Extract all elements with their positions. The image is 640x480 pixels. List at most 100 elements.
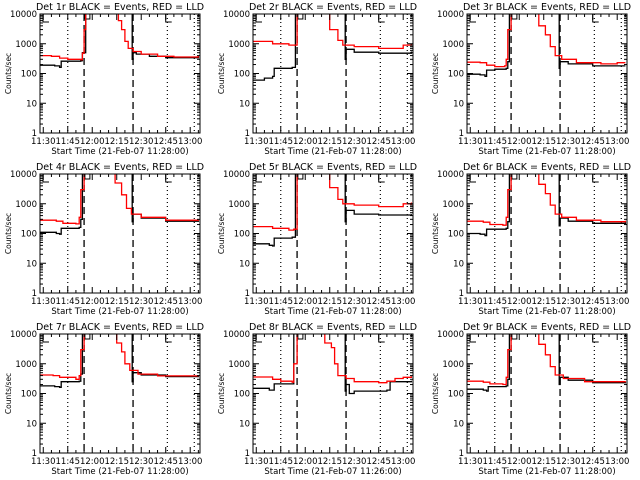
y-tick-label: 10000 (10, 10, 37, 20)
end-bracket-marker (165, 174, 172, 183)
y-tick-label: 10000 (10, 170, 37, 180)
x-tick-label: 12:30 (342, 457, 367, 467)
x-axis-label: Start Time (21-Feb-07 11:28:00) (264, 307, 401, 317)
y-tick-label: 1000 (228, 360, 250, 370)
peak-bracket-marker (511, 334, 518, 340)
x-tick-label: 12:15 (104, 457, 129, 467)
y-tick-label: 10 (26, 99, 37, 109)
x-tick-label: 12:45 (366, 137, 391, 147)
events-series-line (40, 334, 200, 389)
x-tick-label: 13:00 (391, 457, 416, 467)
y-tick-label: 10000 (10, 330, 37, 340)
x-tick-label: 11:30 (458, 137, 483, 147)
y-tick-label: 1 (32, 289, 37, 299)
y-tick-label: 10 (453, 99, 464, 109)
start-bracket-marker (255, 14, 262, 23)
y-tick-label: 10000 (223, 170, 250, 180)
y-axis-label: Counts/sec (431, 373, 440, 414)
x-tick-label: 12:00 (293, 137, 318, 147)
x-tick-label: 12:45 (366, 457, 391, 467)
detector-panel: 1 10 100 1000 10000 11:30 11:45 12:00 12:15 12:30… (4, 2, 204, 157)
x-tick-label: 13:00 (178, 297, 203, 307)
x-tick-label: 13:00 (605, 137, 630, 147)
plot-frame (466, 333, 628, 454)
x-tick-label: 12:45 (153, 137, 178, 147)
detector-panel: 1 10 100 1000 10000 11:30 11:45 12:00 12:15 12:30… (217, 2, 417, 157)
lld-series-line (40, 14, 200, 61)
detector-panel: 1 10 100 1000 10000 11:30 11:45 12:00 12:15 12:30… (431, 322, 631, 477)
plot-frame (466, 13, 628, 134)
x-tick-label: 12:15 (317, 137, 342, 147)
x-axis-label: Start Time (21-Feb-07 11:28:00) (51, 467, 188, 477)
y-tick-label: 1 (459, 449, 464, 459)
plot-frame (39, 173, 201, 294)
lld-series-line (253, 14, 413, 50)
x-axis-label: Start Time (21-Feb-07 11:28:00) (51, 307, 188, 317)
end-bracket-marker (165, 334, 172, 343)
y-tick-label: 100 (234, 70, 250, 80)
x-tick-label: 12:00 (80, 457, 105, 467)
y-tick-label: 1 (32, 449, 37, 459)
lld-series-line (467, 334, 627, 386)
x-tick-label: 12:45 (580, 297, 605, 307)
y-tick-label: 100 (448, 230, 464, 240)
panel-title: Det 8r BLACK = Events, RED = LLD (249, 322, 417, 333)
y-tick-label: 1 (32, 129, 37, 139)
x-tick-label: 13:00 (605, 457, 630, 467)
x-tick-label: 11:45 (269, 137, 294, 147)
y-tick-label: 10000 (437, 330, 464, 340)
y-tick-label: 1000 (15, 200, 37, 210)
y-axis-label: Counts/sec (217, 53, 226, 94)
y-tick-label: 100 (21, 390, 37, 400)
x-tick-label: 13:00 (605, 297, 630, 307)
end-bracket-marker (592, 174, 599, 183)
y-tick-label: 10000 (223, 10, 250, 20)
events-series-line (467, 334, 627, 392)
x-axis-label: Start Time (21-Feb-07 11:28:00) (478, 467, 615, 477)
x-tick-label: 12:15 (317, 457, 342, 467)
lld-series-line (467, 174, 627, 226)
detector-panel: 1 10 100 1000 10000 11:30 11:45 12:00 12:15 12:30… (217, 322, 417, 477)
plot-frame (252, 173, 414, 294)
x-tick-label: 12:00 (80, 297, 105, 307)
y-tick-label: 1000 (228, 200, 250, 210)
detector-panel: 1 10 100 1000 10000 11:30 11:45 12:00 12:15 12:30… (4, 322, 204, 477)
x-tick-label: 12:15 (317, 297, 342, 307)
y-tick-label: 100 (448, 390, 464, 400)
y-axis-label: Counts/sec (4, 213, 13, 254)
y-tick-label: 1000 (15, 360, 37, 370)
plot-frame (39, 13, 201, 134)
x-tick-label: 12:00 (80, 137, 105, 147)
detector-panel: 1 10 100 1000 10000 11:30 11:45 12:00 12:15 12:30… (217, 162, 417, 317)
events-series-line (253, 334, 413, 395)
peak-bracket-marker (297, 14, 304, 20)
y-tick-label: 10 (239, 259, 250, 269)
end-bracket-marker (378, 14, 385, 23)
y-tick-label: 10000 (437, 170, 464, 180)
plot-frame (252, 333, 414, 454)
x-tick-label: 11:30 (458, 457, 483, 467)
panel-title: Det 5r BLACK = Events, RED = LLD (249, 162, 417, 173)
y-axis-label: Counts/sec (217, 213, 226, 254)
x-tick-label: 11:30 (458, 297, 483, 307)
x-tick-label: 12:30 (556, 137, 581, 147)
x-axis-label: Start Time (21-Feb-07 11:28:00) (478, 147, 615, 157)
detector-panel: 1 10 100 1000 10000 11:30 11:45 12:00 12:15 12:30… (431, 2, 631, 157)
start-bracket-marker (255, 334, 262, 343)
x-tick-label: 11:30 (244, 457, 269, 467)
peak-bracket-marker (84, 14, 91, 20)
end-bracket-marker (378, 174, 385, 183)
panel-title: Det 1r BLACK = Events, RED = LLD (36, 2, 204, 13)
x-tick-label: 12:45 (580, 457, 605, 467)
y-tick-label: 10 (26, 419, 37, 429)
peak-bracket-marker (297, 334, 304, 340)
x-tick-label: 11:45 (269, 457, 294, 467)
x-tick-label: 12:00 (293, 297, 318, 307)
y-tick-label: 1 (245, 289, 250, 299)
peak-bracket-marker (84, 334, 91, 340)
peak-bracket-marker (511, 174, 518, 180)
panel-title: Det 3r BLACK = Events, RED = LLD (463, 2, 631, 13)
start-bracket-marker (469, 334, 476, 343)
panel-title: Det 9r BLACK = Events, RED = LLD (463, 322, 631, 333)
x-tick-label: 12:30 (342, 297, 367, 307)
